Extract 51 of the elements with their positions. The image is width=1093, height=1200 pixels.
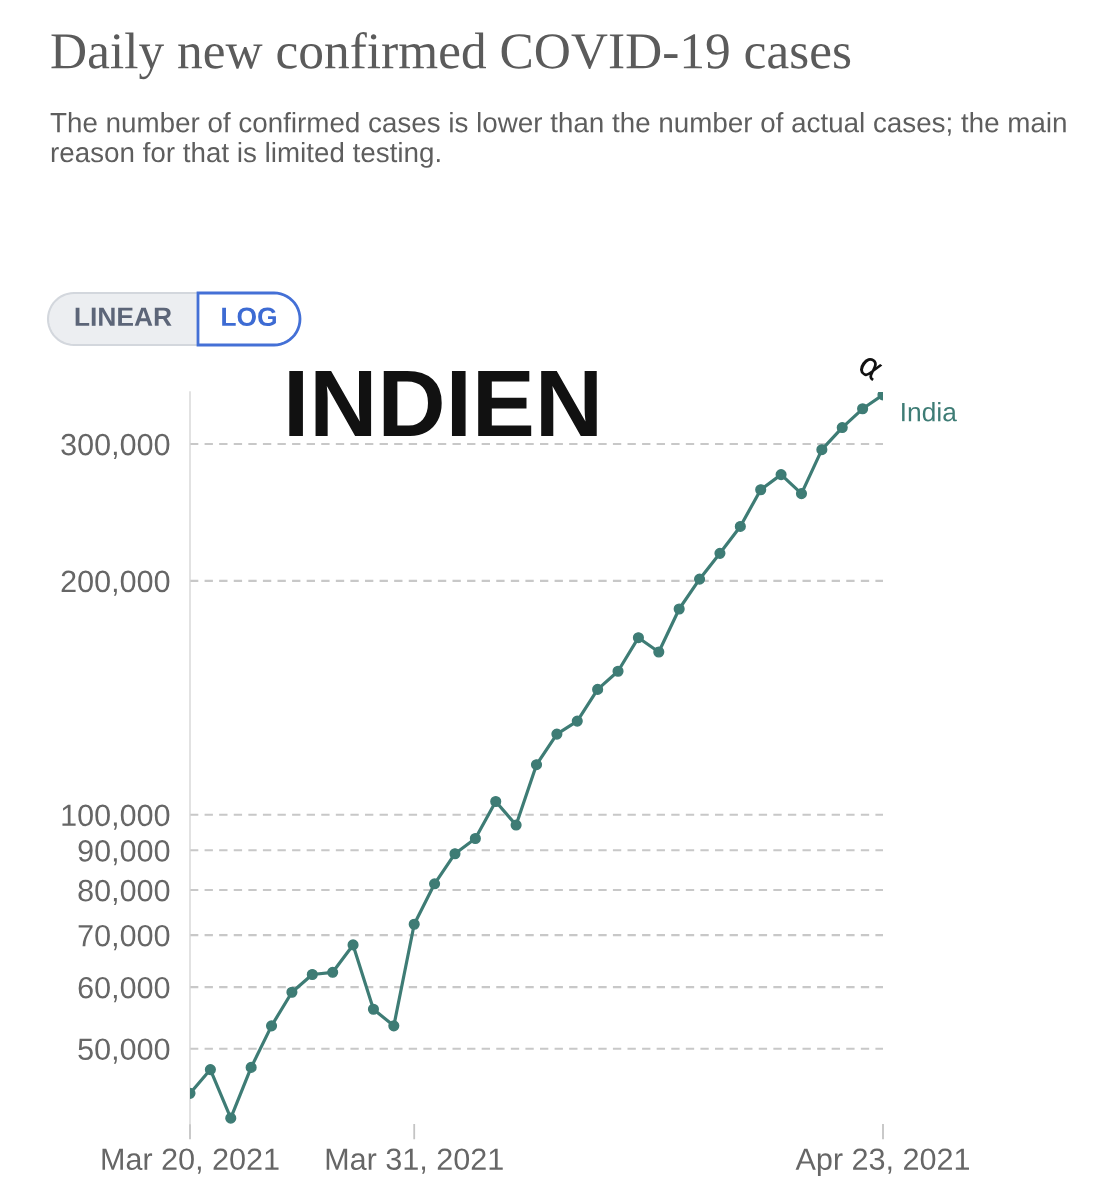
point [530,759,543,771]
text: α [857,355,884,382]
point [429,878,441,890]
point [388,1020,400,1032]
point [469,832,481,845]
point [449,848,461,860]
point [245,1061,257,1073]
y-tick-label: 90,000 [78,840,170,866]
point [327,966,339,978]
y-tick-label: 50,000 [78,1038,170,1064]
annotation: INDIEN [289,371,597,436]
y-tick-label: 70,000 [78,924,170,951]
x-tick-label: Mar 20, 2021 [102,1148,279,1174]
chart-subtitle: The number of confirmed cases is lower than the number of actual cases; the main reason for that is limited testing. [50,112,1066,168]
point [204,1064,216,1076]
chart-title: Daily new confirmed COVID-19 cases [51,32,851,80]
point [673,603,685,615]
point [714,547,726,559]
point [490,795,502,808]
y-tick-label: 200,000 [61,570,170,596]
y-tick-label: 80,000 [78,879,170,906]
point [592,683,604,695]
point [571,715,583,727]
point [347,939,359,951]
text: LINEAR [75,307,172,326]
point [265,1020,278,1032]
point [286,986,298,998]
y-tick-label: 60,000 [78,976,170,1003]
point [653,646,665,658]
point [632,632,644,644]
point [306,968,318,981]
point [551,728,563,740]
y-tick-label: 300,000 [61,433,170,459]
point [857,403,869,415]
point [510,819,522,831]
point [755,484,767,496]
series-label: India [902,402,957,422]
point [612,665,624,677]
text: LOG [222,307,276,327]
point [775,469,787,481]
x-tick-label: Mar 31, 2021 [326,1148,503,1174]
point [816,444,828,456]
point [694,573,706,585]
point [795,488,808,500]
y-tick-label: 100,000 [62,804,170,830]
point [225,1112,237,1124]
point [367,1003,379,1015]
point [734,520,746,532]
point [408,918,420,930]
x-tick-label: Apr 23, 2021 [795,1148,969,1177]
point [836,422,848,434]
